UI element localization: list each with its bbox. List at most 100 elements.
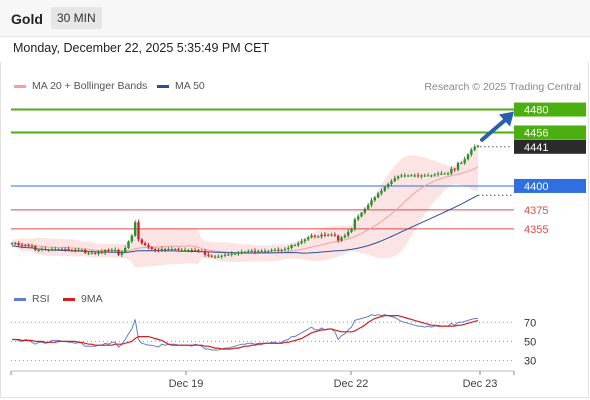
rsi-legend-swatch [14, 298, 26, 301]
candle-body [413, 175, 416, 177]
candle-body [210, 255, 213, 257]
candle-body [426, 175, 430, 177]
level-label-4400: 4400 [524, 181, 548, 193]
candle-body [137, 222, 140, 240]
candle-body [47, 249, 50, 251]
candle-body [400, 175, 403, 177]
candle-body [187, 249, 190, 251]
candle-body [393, 178, 396, 182]
timestamp: Monday, December 22, 2025 5:35:49 PM CET [13, 41, 270, 55]
candle-body [163, 248, 167, 250]
candle-body [97, 251, 100, 254]
candle-body [380, 190, 383, 194]
candle-body [160, 248, 163, 251]
candle-body [310, 235, 313, 238]
time-tick-label: Dec 19 [169, 378, 204, 390]
candle-body [466, 154, 470, 160]
candle-body [263, 250, 267, 252]
chart-header: Gold 30 MIN [0, 0, 590, 37]
candle-body [54, 248, 57, 250]
candle-body [220, 255, 223, 257]
candle-body [37, 249, 40, 251]
candle-body [50, 248, 54, 250]
candle-body [433, 174, 436, 176]
candle-body [290, 245, 293, 249]
candle-body [180, 249, 183, 251]
time-tick-label: Dec 23 [463, 378, 498, 390]
projection-arrow-shaft [480, 115, 510, 142]
level-label-4456: 4456 [524, 127, 548, 139]
candle-body [270, 249, 273, 251]
candle-body [373, 197, 377, 201]
candle-body [333, 234, 337, 236]
candle-body [350, 228, 353, 232]
candle-body [260, 250, 263, 252]
candle-body [446, 173, 450, 175]
candle-body [117, 249, 120, 255]
candle-body [443, 173, 446, 175]
research-credit: Research © 2025 Trading Central [424, 81, 581, 93]
candle-body [366, 205, 370, 209]
candle-body [420, 175, 423, 177]
candle-body [436, 173, 440, 175]
candle-body [390, 181, 393, 185]
candle-body [173, 248, 177, 250]
candle-body [40, 248, 44, 250]
candle-body [110, 249, 114, 251]
candle-body [197, 249, 200, 251]
candle-body [473, 146, 476, 150]
candle-body [213, 256, 217, 258]
candle-body [297, 243, 300, 246]
rsi-tick-label: 70 [524, 317, 536, 329]
candle-body [340, 237, 343, 241]
candle-body [423, 175, 426, 177]
rsi-tick-label: 50 [524, 336, 536, 348]
interval-badge[interactable]: 30 MIN [51, 7, 102, 29]
candle-body [227, 254, 230, 256]
candle-body [440, 173, 443, 175]
ma50-legend-label: MA 50 [175, 80, 205, 92]
time-tick-label: Dec 22 [334, 378, 369, 390]
candle-body [14, 243, 17, 245]
chart-frame [0, 62, 589, 398]
candle-body [34, 246, 37, 250]
candle-body [237, 252, 240, 254]
candle-body [94, 252, 97, 254]
candle-body [157, 249, 160, 251]
candle-body [337, 235, 340, 241]
candle-body [470, 149, 473, 155]
candle-body [193, 249, 197, 251]
ma9-line [12, 315, 479, 350]
candle-body [323, 234, 327, 236]
candle-body [143, 243, 147, 246]
candle-body [230, 253, 233, 255]
candle-body [127, 241, 130, 249]
candle-body [453, 168, 456, 170]
candle-body [396, 176, 400, 179]
candle-body [150, 247, 153, 249]
ma50-legend-swatch [157, 85, 169, 88]
candle-body [456, 163, 460, 170]
candle-body [267, 250, 270, 252]
candle-body [10, 243, 14, 245]
candle-body [30, 246, 34, 248]
candle-body [450, 168, 453, 174]
candle-body [287, 248, 290, 250]
candle-body [383, 186, 386, 191]
candle-body [200, 250, 203, 252]
projection-arrowhead [499, 111, 514, 127]
candles-group [10, 144, 480, 259]
candle-body [430, 175, 433, 177]
candle-body [243, 251, 247, 253]
candle-body [283, 248, 287, 250]
candle-body [370, 200, 373, 206]
candle-body [330, 234, 333, 236]
candle-body [84, 249, 87, 253]
candle-body [320, 234, 323, 237]
candle-body [133, 222, 137, 236]
candle-body [360, 212, 363, 217]
candle-body [87, 252, 90, 254]
candle-body [190, 249, 193, 251]
candle-body [303, 239, 307, 242]
